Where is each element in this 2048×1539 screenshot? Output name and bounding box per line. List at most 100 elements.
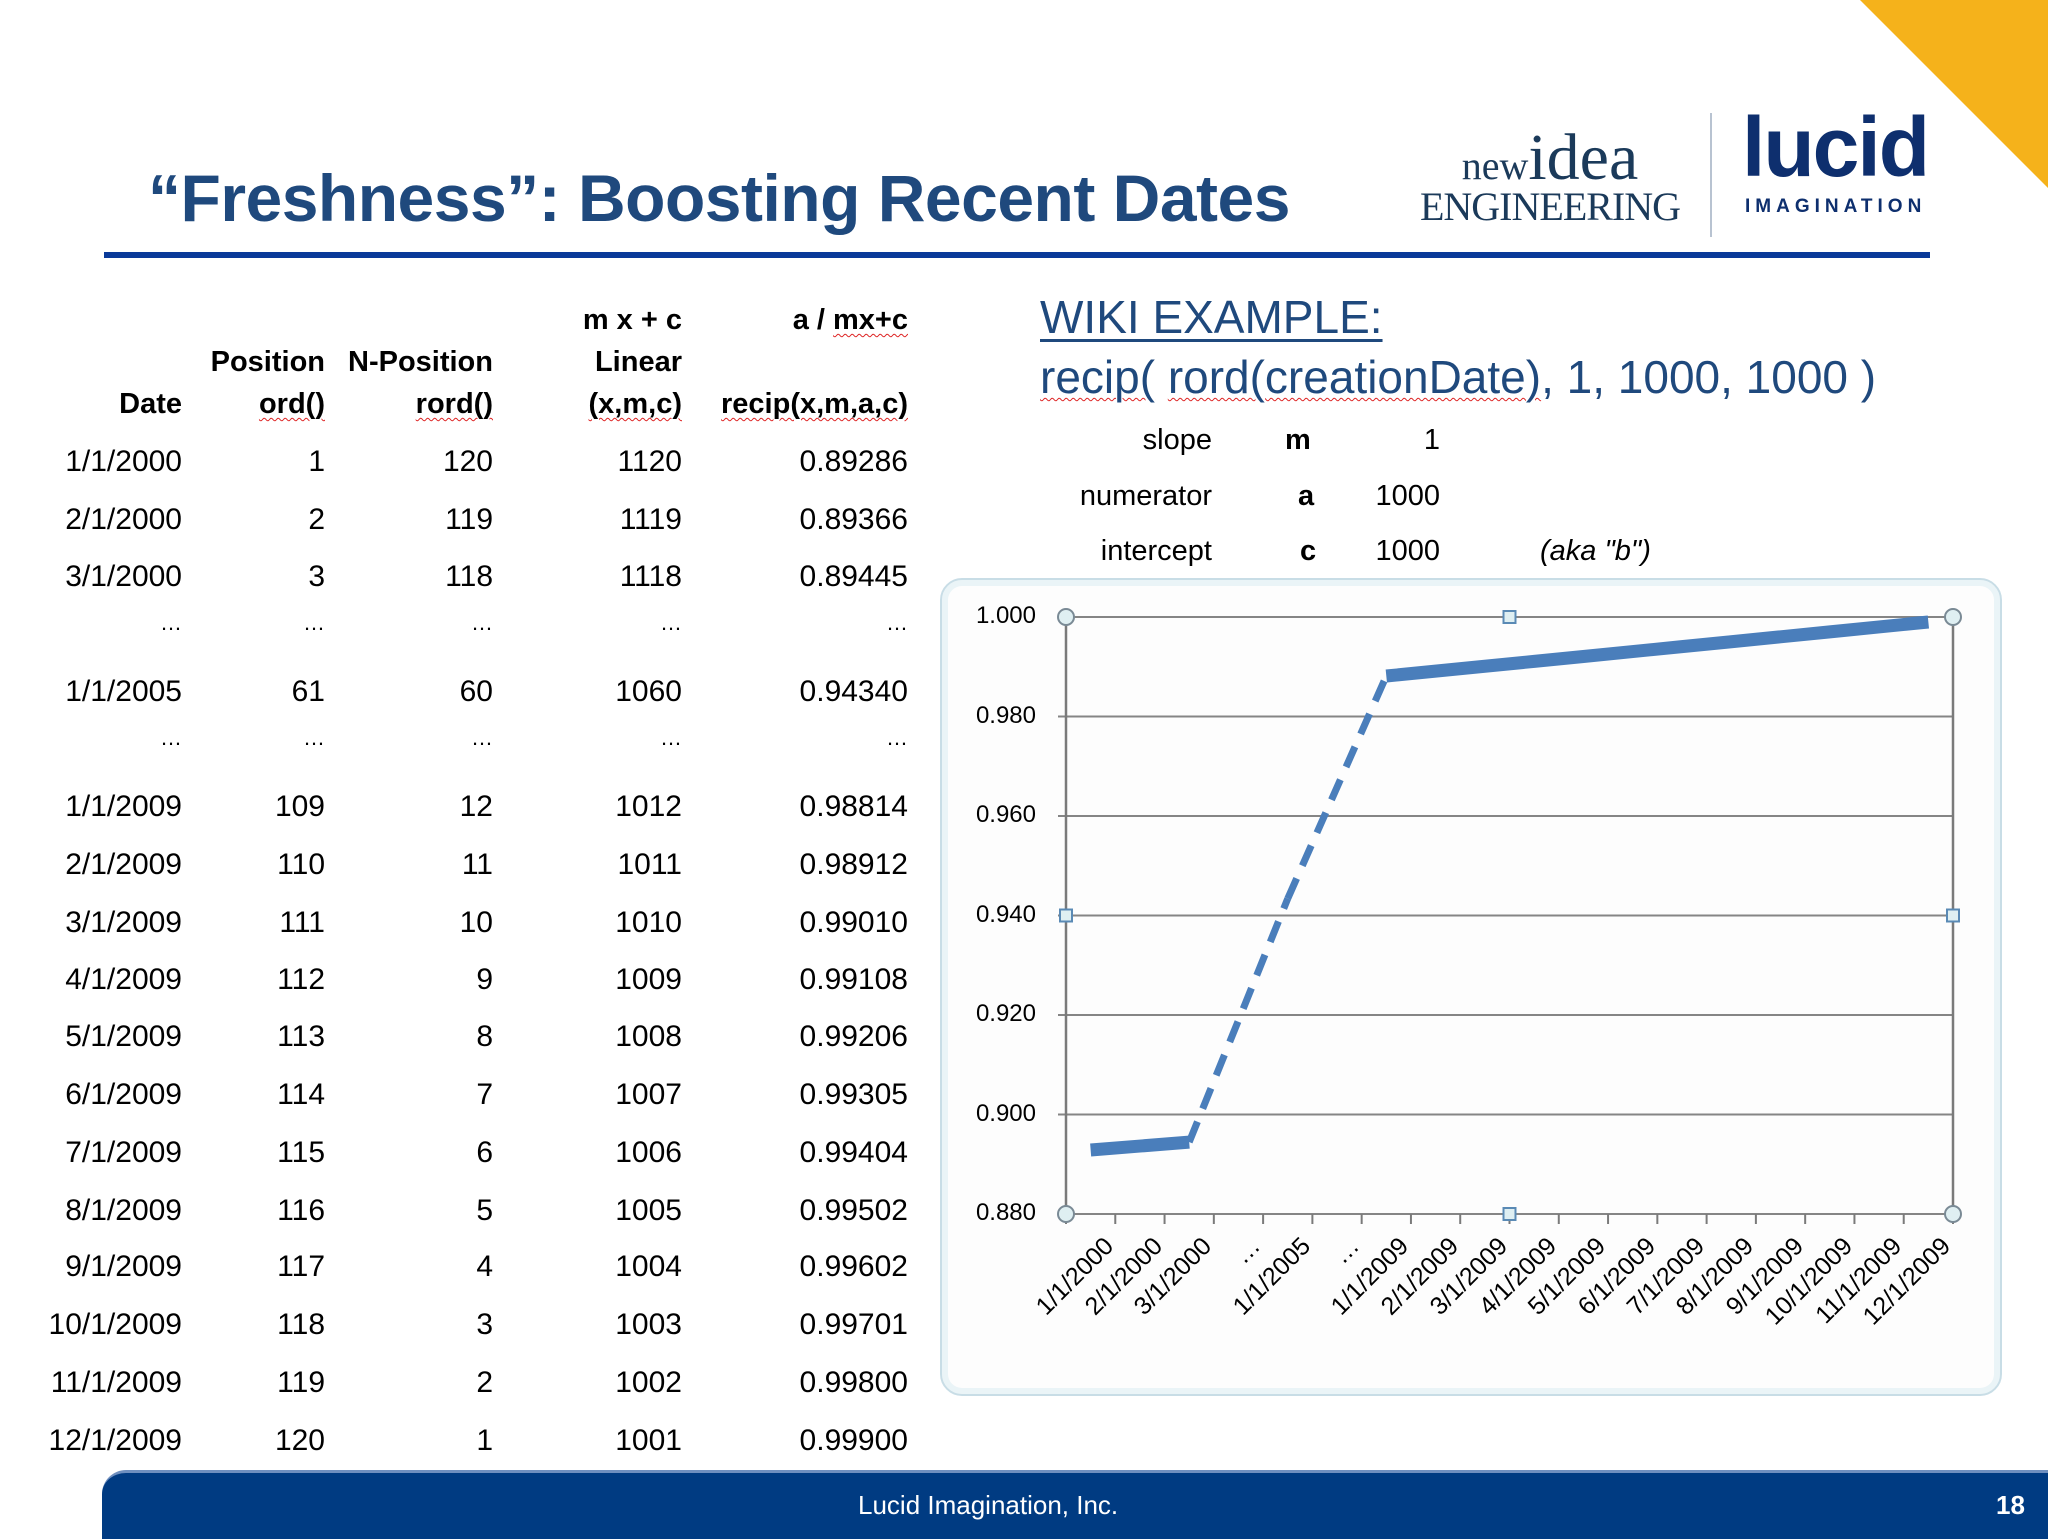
cell-linear: 1120 — [617, 445, 682, 478]
resize-handle-corner[interactable] — [1944, 1205, 1962, 1223]
cell-linear: 1003 — [615, 1308, 682, 1341]
header-position: Position — [210, 346, 325, 378]
cell-position: 120 — [274, 1424, 325, 1457]
cell-position: 3 — [308, 560, 325, 593]
resize-handle-side[interactable] — [1502, 610, 1517, 624]
series-line-dashed — [1284, 674, 1390, 901]
resize-handle-corner[interactable] — [1944, 608, 1962, 626]
param-label-numerator: numerator — [1079, 480, 1212, 512]
y-tick-label: 0.960 — [975, 801, 1036, 828]
logo-idea: idea — [1528, 121, 1639, 194]
title-underline — [104, 252, 1930, 258]
resize-handle-corner[interactable] — [1057, 608, 1075, 626]
y-tick-label: 0.940 — [975, 900, 1036, 928]
cell-recip: … — [886, 725, 908, 750]
cell-linear: 1001 — [615, 1424, 682, 1457]
cell-position: 110 — [277, 848, 325, 881]
cell-npos: … — [471, 725, 493, 750]
cell-date: 5/1/2009 — [65, 1020, 182, 1053]
cell-date: 1/1/2009 — [65, 790, 182, 823]
header-recip-func: recip(x,m,a,c) — [690, 388, 908, 421]
cell-linear: … — [660, 610, 682, 635]
cell-date: 4/1/2009 — [65, 963, 182, 996]
resize-handle-corner[interactable] — [1057, 1205, 1075, 1223]
cell-linear: 1012 — [615, 790, 682, 823]
cell-npos: 60 — [459, 675, 493, 708]
param-symbol-a: a — [1298, 480, 1315, 512]
wiki-heading: WIKI EXAMPLE: — [1040, 290, 1383, 344]
cell-position: 115 — [277, 1136, 325, 1169]
y-tick-label: 0.980 — [975, 701, 1036, 729]
param-label-slope: slope — [1142, 424, 1212, 456]
cell-position: 109 — [274, 790, 325, 823]
cell-linear: 1009 — [615, 963, 682, 996]
new-idea-engineering-logo: newidea ENGINEERING — [1415, 125, 1685, 227]
cell-position: 118 — [277, 1308, 325, 1341]
header-date: Date — [119, 388, 182, 420]
chart-container[interactable] — [940, 578, 2002, 1396]
cell-linear: 1008 — [615, 1020, 682, 1053]
formula-recip: recip( — [1040, 351, 1156, 403]
cell-date: 12/1/2009 — [48, 1424, 182, 1457]
cell-position: 61 — [291, 675, 325, 708]
cell-linear: 1004 — [615, 1250, 682, 1283]
cell-date: 2/1/2009 — [65, 848, 182, 881]
logo-divider — [1710, 113, 1712, 237]
cell-recip: 0.99701 — [799, 1308, 908, 1341]
cell-npos: 118 — [445, 560, 493, 593]
cell-npos: 8 — [476, 1020, 493, 1053]
cell-linear: 1002 — [615, 1366, 682, 1399]
cell-recip: 0.94340 — [799, 675, 908, 708]
cell-position: 114 — [277, 1078, 325, 1111]
cell-recip: 0.99502 — [799, 1194, 908, 1227]
cell-position: 119 — [277, 1366, 325, 1399]
slide-title: “Freshness”: Boosting Recent Dates — [148, 161, 1290, 235]
cell-date: 8/1/2009 — [65, 1194, 182, 1227]
cell-npos: 10 — [459, 906, 493, 939]
y-tick-label: 0.880 — [975, 1199, 1036, 1226]
cell-date: … — [160, 725, 182, 750]
param-value-intercept: 1000 — [1375, 535, 1440, 567]
cell-recip: … — [886, 610, 908, 635]
cell-date: 7/1/2009 — [65, 1136, 182, 1169]
cell-recip: 0.99305 — [799, 1078, 908, 1111]
cell-npos: 2 — [476, 1366, 493, 1399]
cell-recip: 0.99900 — [799, 1424, 908, 1457]
header-ord: ord() — [258, 388, 325, 420]
param-symbol-m: m — [1285, 424, 1311, 456]
cell-recip: 0.99602 — [799, 1250, 908, 1283]
footer-bar — [102, 1470, 2048, 1539]
resize-handle-side[interactable] — [1059, 908, 1073, 923]
header-linear-formula: m x + c — [582, 304, 682, 336]
header-rord: rord() — [415, 388, 493, 420]
cell-npos: 11 — [461, 848, 493, 881]
param-symbol-c: c — [1300, 535, 1317, 567]
cell-position: 1 — [308, 445, 325, 478]
cell-npos: 1 — [476, 1424, 493, 1457]
header-position-func: ord() — [190, 388, 325, 421]
cell-position: … — [303, 610, 325, 635]
cell-date: 10/1/2009 — [48, 1308, 182, 1341]
cell-linear: 1010 — [615, 906, 682, 939]
cell-npos: 9 — [476, 963, 493, 996]
cell-recip: 0.99010 — [799, 906, 908, 939]
cell-date: 3/1/2009 — [65, 906, 182, 939]
cell-npos: 4 — [476, 1250, 493, 1283]
cell-recip: 0.98814 — [799, 790, 908, 823]
cell-position: 117 — [277, 1250, 325, 1283]
cell-recip: 0.99108 — [799, 963, 908, 996]
cell-recip: 0.89445 — [799, 560, 908, 593]
cell-recip: 0.89286 — [799, 445, 908, 478]
cell-linear: 1118 — [619, 560, 682, 593]
page-number: 18 — [1996, 1490, 2025, 1520]
cell-npos: 119 — [445, 503, 493, 536]
cell-date: 3/1/2000 — [65, 560, 182, 593]
cell-linear: 1006 — [615, 1136, 682, 1169]
param-note-aka-b: (aka "b") — [1540, 535, 1651, 567]
cell-position: 113 — [277, 1020, 325, 1053]
cell-date: … — [160, 610, 182, 635]
header-recip-formula: a / mx+c — [792, 304, 908, 336]
resize-handle-side[interactable] — [1502, 1207, 1517, 1221]
resize-handle-side[interactable] — [1946, 908, 1960, 923]
